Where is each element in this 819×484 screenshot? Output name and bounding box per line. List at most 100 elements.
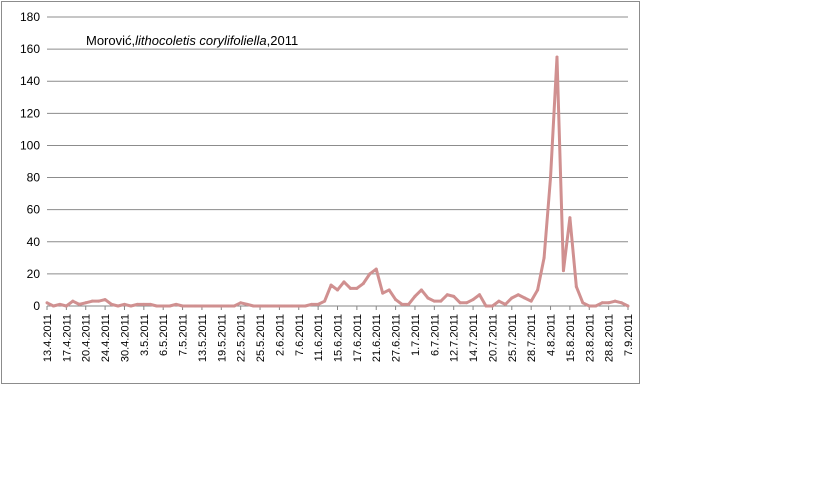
data-point [323, 299, 327, 303]
data-point [613, 299, 617, 303]
x-tick-label: 2.6.2011 [274, 314, 286, 356]
data-point [90, 299, 94, 303]
data-point [458, 301, 462, 305]
x-tick-label: 11.6.2011 [313, 314, 325, 361]
x-tick-label: 7.9.2011 [623, 314, 635, 356]
data-point [445, 293, 449, 297]
x-tick-label: 30.4.2011 [119, 314, 131, 362]
data-point [258, 304, 262, 308]
data-point [620, 301, 624, 305]
data-point [478, 293, 482, 297]
data-point [45, 301, 49, 305]
data-point [277, 304, 281, 308]
data-point [549, 176, 553, 180]
data-point [542, 256, 546, 260]
data-point [381, 291, 385, 295]
data-points [45, 55, 630, 308]
data-point [465, 301, 469, 305]
data-point [426, 296, 430, 300]
data-point [439, 299, 443, 303]
data-point [374, 267, 378, 271]
data-point [400, 302, 404, 306]
y-tick-label: 120 [20, 106, 40, 120]
data-point [316, 302, 320, 306]
data-point [161, 304, 165, 308]
y-tick-label: 180 [20, 10, 40, 24]
x-tick-label: 13.4.2011 [42, 314, 54, 362]
data-point [368, 272, 372, 276]
data-point [239, 301, 243, 305]
data-point [484, 304, 488, 308]
data-point [523, 296, 527, 300]
x-tick-label: 13.5.2011 [197, 314, 209, 362]
data-point [329, 283, 333, 287]
data-point [168, 304, 172, 308]
x-tick-label: 15.8.2011 [565, 314, 577, 362]
data-point [310, 302, 314, 306]
data-point [568, 216, 572, 220]
x-tick-label: 19.5.2011 [216, 314, 228, 362]
chart-title-part-2: lithocoletis corylifoliella [135, 33, 267, 48]
x-tick-label: 6.7.2011 [429, 314, 441, 356]
data-point [271, 304, 275, 308]
data-point [135, 302, 139, 306]
data-point [155, 304, 159, 308]
chart-area: 0 20 40 60 80 100 120 140 160 180 13.4.2011 17.4.2… [1, 1, 640, 384]
series-line [46, 55, 629, 308]
x-axis-ticks: 13.4.2011 17.4.2011 20.4.2011 24.4.2011 30.4… [42, 306, 635, 362]
x-tick-label: 14.7.2011 [468, 314, 480, 362]
data-point [407, 302, 411, 306]
x-tick-label: 20.4.2011 [81, 314, 93, 362]
data-point [187, 304, 191, 308]
data-point [193, 304, 197, 308]
x-tick-label: 4.8.2011 [546, 314, 558, 356]
data-point [497, 299, 501, 303]
data-point [174, 302, 178, 306]
x-tick-label: 25.7.2011 [507, 314, 519, 362]
data-point [122, 302, 126, 306]
x-tick-label: 28.8.2011 [604, 314, 616, 362]
data-point [129, 304, 133, 308]
x-tick-label: 23.8.2011 [584, 314, 596, 362]
data-point [348, 286, 352, 290]
data-point [58, 302, 62, 306]
data-point [284, 304, 288, 308]
y-tick-label: 20 [27, 267, 41, 281]
x-tick-label: 20.7.2011 [487, 314, 499, 362]
x-tick-label: 22.5.2011 [236, 314, 248, 362]
chart-title-part-1: Morović, [86, 33, 135, 48]
x-tick-label: 17.6.2011 [352, 314, 364, 362]
data-point [555, 55, 559, 59]
data-point [394, 298, 398, 302]
data-point [148, 302, 152, 306]
data-point [181, 304, 185, 308]
x-tick-label: 24.4.2011 [100, 314, 112, 362]
x-tick-label: 6.5.2011 [158, 314, 170, 356]
data-point [413, 294, 417, 298]
x-tick-label: 7.6.2011 [294, 314, 306, 356]
data-point [264, 304, 268, 308]
data-point [587, 304, 591, 308]
data-point [600, 301, 604, 305]
data-point [581, 301, 585, 305]
data-point [252, 304, 256, 308]
data-point [561, 269, 565, 273]
data-point [574, 285, 578, 289]
data-point [303, 304, 307, 308]
data-point [226, 304, 230, 308]
data-point [419, 288, 423, 292]
x-tick-label: 25.5.2011 [255, 314, 267, 362]
data-point [536, 288, 540, 292]
y-tick-label: 0 [33, 299, 40, 313]
data-point [387, 288, 391, 292]
x-tick-label: 15.6.2011 [333, 314, 345, 362]
y-tick-label: 140 [20, 74, 40, 88]
data-point [142, 302, 146, 306]
gridlines [47, 16, 628, 307]
x-tick-label: 12.7.2011 [449, 314, 461, 362]
data-point [84, 301, 88, 305]
line-chart: 0 20 40 60 80 100 120 140 160 180 13.4.2011 17.4.2… [20, 10, 635, 362]
data-point [77, 302, 81, 306]
y-tick-label: 160 [20, 42, 40, 56]
data-point [116, 304, 120, 308]
